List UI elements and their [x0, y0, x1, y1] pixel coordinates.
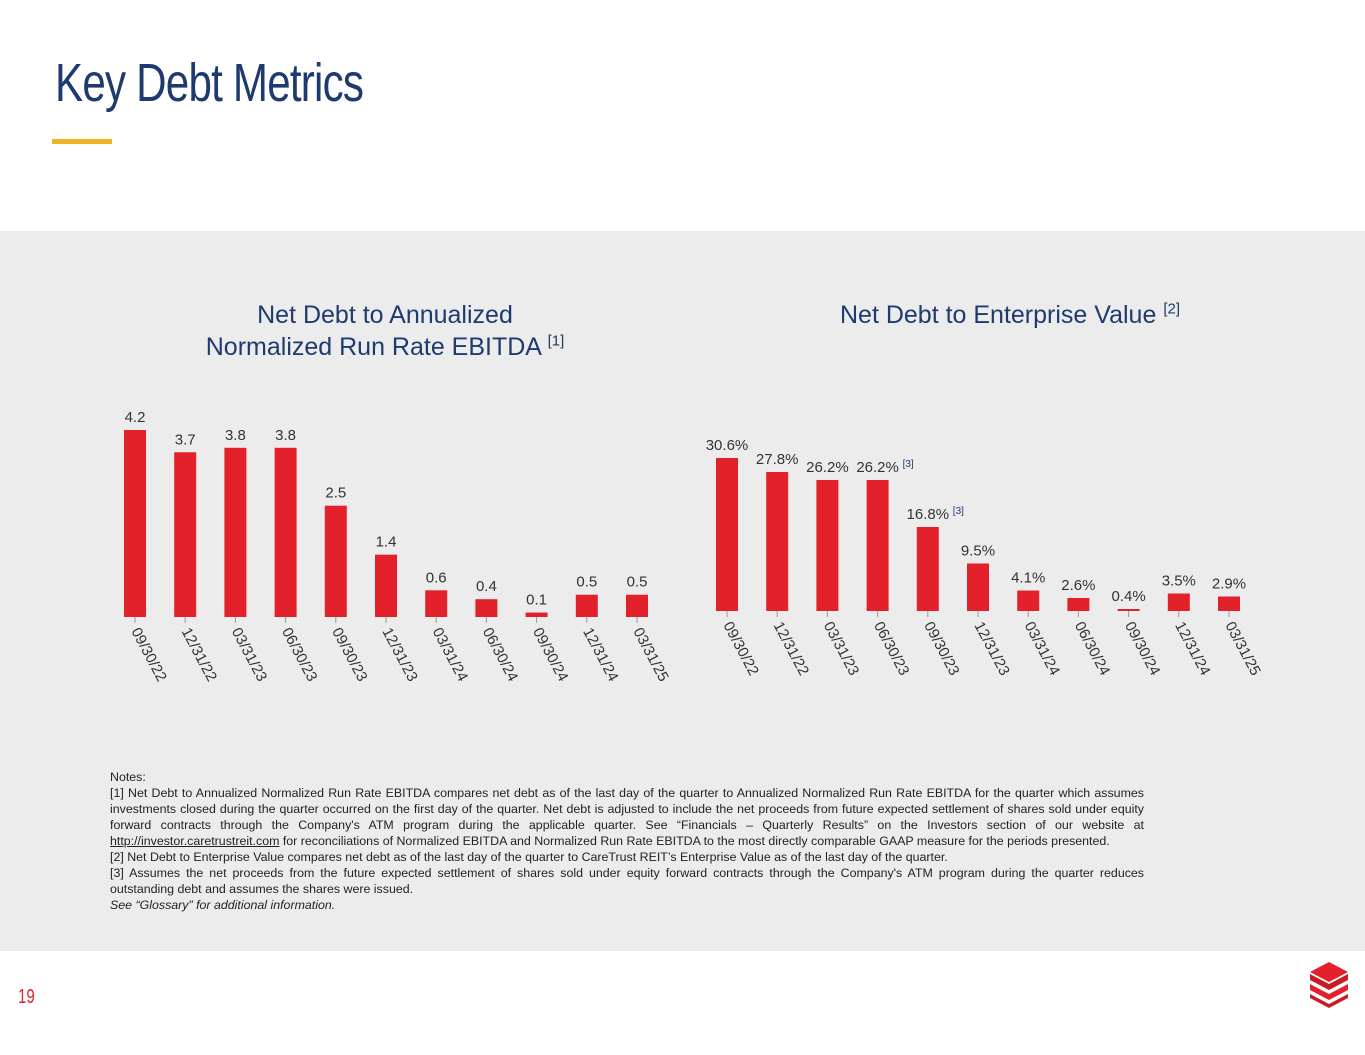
chart1-bar	[626, 594, 648, 617]
chart2-data-label: 30.6%	[706, 437, 749, 454]
chart2-bar	[866, 480, 889, 611]
chart2-bar	[1218, 596, 1240, 611]
note-1-text-b: for reconciliations of Normalized EBITDA…	[279, 834, 1110, 848]
chart2-category-label: 03/31/23	[820, 619, 862, 679]
title-underline	[52, 139, 112, 144]
note-3: [3] Assumes the net proceeds from the fu…	[110, 866, 1144, 896]
chart1-data-label: 0.4	[476, 578, 497, 595]
note-2: [2] Net Debt to Enterprise Value compare…	[110, 850, 948, 864]
chart1-bar	[174, 452, 197, 617]
chart1-data-label: 0.5	[627, 574, 648, 591]
chart1-title: Net Debt to Annualized Normalized Run Ra…	[135, 299, 635, 363]
chart2-category-label: 03/31/25	[1221, 619, 1263, 679]
chart2-footnote-marker: [3]	[953, 506, 964, 517]
chart1-bar	[324, 505, 347, 617]
glossary-note: See “Glossary” for additional informatio…	[110, 898, 336, 912]
chart2-bar	[1017, 590, 1040, 611]
chart2-data-label: 26.2%	[856, 459, 899, 476]
chart2-category-label: 09/30/22	[719, 619, 761, 679]
chart1-data-label: 0.6	[426, 569, 447, 586]
chart1-bar	[575, 594, 598, 617]
chart2-data-label: 9.5%	[961, 543, 995, 560]
chart1-bar	[425, 590, 448, 617]
chart1-data-label: 3.8	[225, 427, 246, 444]
chart2-category-label: 12/31/24	[1171, 619, 1213, 679]
chart2-bar	[766, 472, 789, 611]
chart2-data-label: 0.4%	[1111, 588, 1145, 605]
chart2-bar	[1117, 609, 1140, 611]
chart1-bar	[525, 612, 548, 617]
chart1-data-label: 0.1	[526, 592, 547, 609]
page-title: Key Debt Metrics	[55, 53, 364, 113]
chart2-data-label: 4.1%	[1011, 570, 1045, 587]
chart2-bar	[967, 563, 989, 611]
chart1-data-label: 0.5	[576, 574, 597, 591]
note-1: [1] Net Debt to Annualized Normalized Ru…	[110, 785, 1144, 849]
chart2-data-label: 26.2%	[806, 459, 849, 476]
chart2-data-label: 2.9%	[1212, 576, 1246, 593]
chart1-bar	[224, 447, 247, 617]
chart1-data-label: 1.4	[376, 534, 397, 551]
chart1-bar	[274, 447, 297, 617]
chart2-category-label: 09/30/24	[1121, 619, 1163, 679]
chart1-data-label: 3.7	[175, 431, 196, 448]
chart2-category-label: 12/31/22	[770, 619, 812, 679]
chart1-title-line1: Net Debt to Annualized	[257, 301, 513, 329]
chart2-data-label: 27.8%	[756, 451, 799, 468]
chart2-category-label: 09/30/23	[920, 619, 962, 679]
caretrust-logo-icon	[1310, 962, 1348, 1008]
page-number: 19	[18, 986, 35, 1008]
chart1-data-label: 4.2	[125, 409, 146, 426]
chart1-data-label: 2.5	[325, 485, 346, 502]
chart1-bar	[375, 554, 397, 617]
chart2-bar	[716, 458, 738, 611]
chart2-category-label: 06/30/23	[870, 619, 912, 679]
chart1-title-line2: Normalized Run Rate EBITDA	[205, 333, 541, 361]
chart1-bar	[124, 430, 146, 617]
chart2-category-label: 12/31/23	[970, 619, 1012, 679]
chart1-bar	[475, 599, 498, 617]
investor-website-link[interactable]: http://investor.caretrustreit.com	[110, 834, 280, 848]
chart2-data-label: 2.6%	[1061, 577, 1095, 594]
chart2-bar	[1067, 598, 1090, 611]
chart1-data-label: 3.8	[275, 427, 296, 444]
chart1-footnote-ref: [1]	[547, 332, 565, 350]
chart2-data-label: 16.8%	[907, 506, 950, 523]
chart2-title: Net Debt to Enterprise Value [2]	[760, 299, 1260, 331]
chart2-footnote-ref: [2]	[1163, 300, 1180, 318]
chart2-data-label: 3.5%	[1162, 573, 1196, 590]
chart2-title-line1: Net Debt to Enterprise Value	[839, 301, 1157, 329]
notes-heading: Notes:	[110, 770, 146, 784]
chart2-bar	[816, 480, 839, 611]
chart2-bar	[1167, 593, 1190, 611]
chart2-category-label: 06/30/24	[1071, 619, 1113, 679]
chart2-category-label: 03/31/24	[1021, 619, 1063, 679]
chart2-bar	[916, 527, 939, 611]
notes-section: Notes: [1] Net Debt to Annualized Normal…	[110, 769, 1144, 913]
chart2-footnote-marker: [3]	[903, 459, 914, 470]
note-1-text-a: [1] Net Debt to Annualized Normalized Ru…	[110, 786, 1144, 832]
